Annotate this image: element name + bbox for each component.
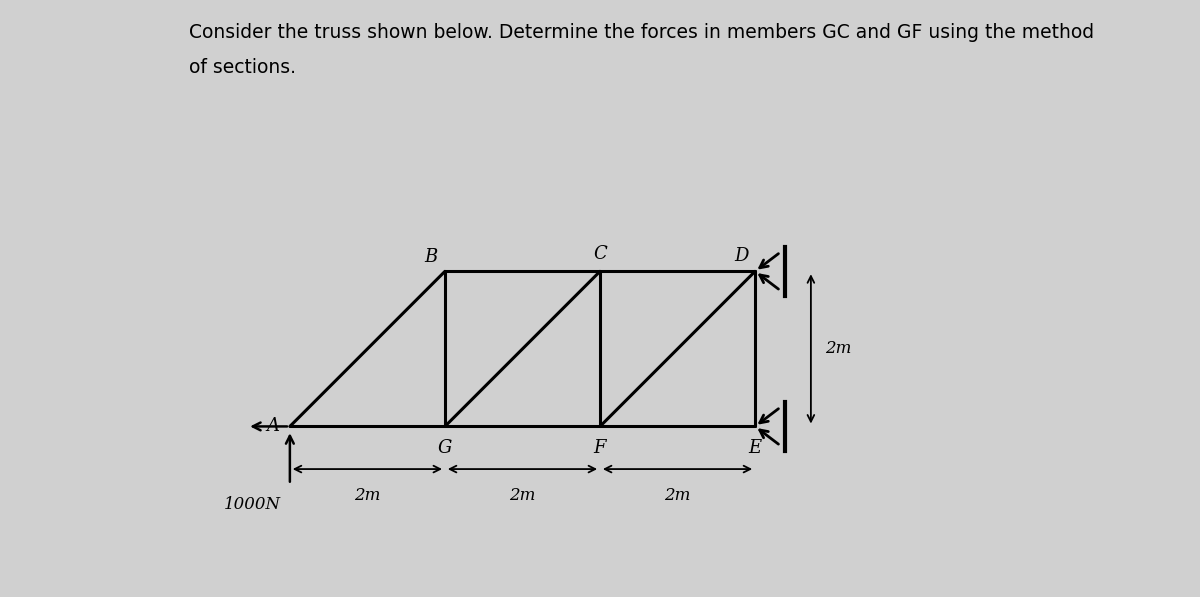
Text: 2m: 2m xyxy=(824,340,851,358)
Text: 2m: 2m xyxy=(509,487,535,504)
Text: 2m: 2m xyxy=(354,487,380,504)
Text: A: A xyxy=(266,417,280,435)
Text: B: B xyxy=(425,248,438,266)
Text: Consider the truss shown below. Determine the forces in members GC and GF using : Consider the truss shown below. Determin… xyxy=(190,23,1094,42)
Text: D: D xyxy=(734,247,749,265)
Text: E: E xyxy=(749,439,762,457)
Text: of sections.: of sections. xyxy=(190,58,296,77)
Text: F: F xyxy=(594,439,606,457)
Text: 2m: 2m xyxy=(665,487,691,504)
Text: C: C xyxy=(593,245,607,263)
Text: 1000N: 1000N xyxy=(223,496,281,513)
Text: G: G xyxy=(438,439,452,457)
